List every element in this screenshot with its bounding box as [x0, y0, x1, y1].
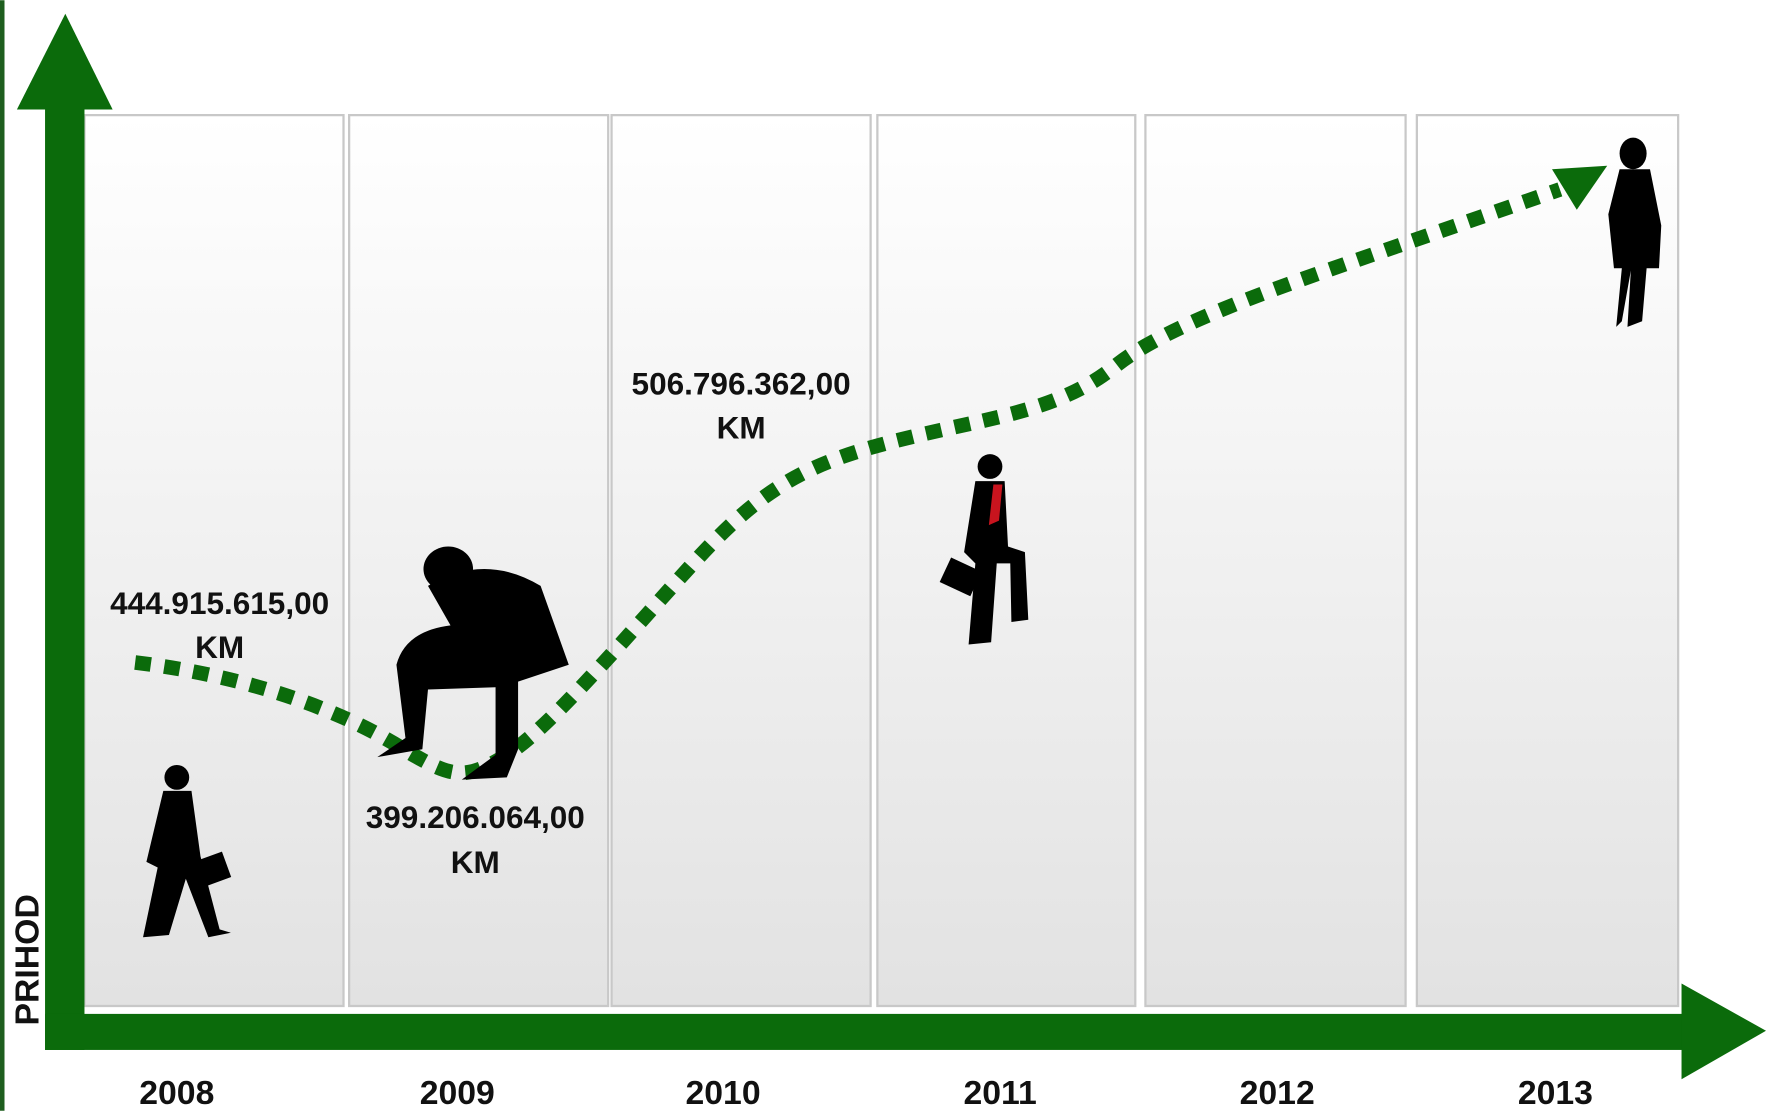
- axes: [16, 13, 1766, 1080]
- trend-line: [134, 182, 1563, 781]
- y-axis-label: PRIHOD: [8, 894, 46, 1025]
- year-label: 2013: [1518, 1074, 1593, 1111]
- value-label: 399.206.064,00: [366, 799, 585, 835]
- panels: [83, 113, 1680, 1008]
- value-label: 444.915.615,00: [110, 585, 329, 621]
- value-unit: KM: [195, 629, 244, 665]
- year-label: 2010: [686, 1074, 761, 1111]
- trend-arrow: [1552, 165, 1608, 210]
- silhouettes: [143, 137, 1662, 938]
- year-label: 2008: [139, 1074, 214, 1111]
- value-label: 506.796.362,00: [632, 365, 851, 401]
- year-label: 2009: [420, 1074, 495, 1111]
- year-label: 2012: [1240, 1074, 1315, 1111]
- year-label: 2011: [963, 1074, 1036, 1111]
- left-edge: [0, 0, 5, 1111]
- value-unit: KM: [451, 844, 500, 880]
- value-unit: KM: [717, 409, 766, 445]
